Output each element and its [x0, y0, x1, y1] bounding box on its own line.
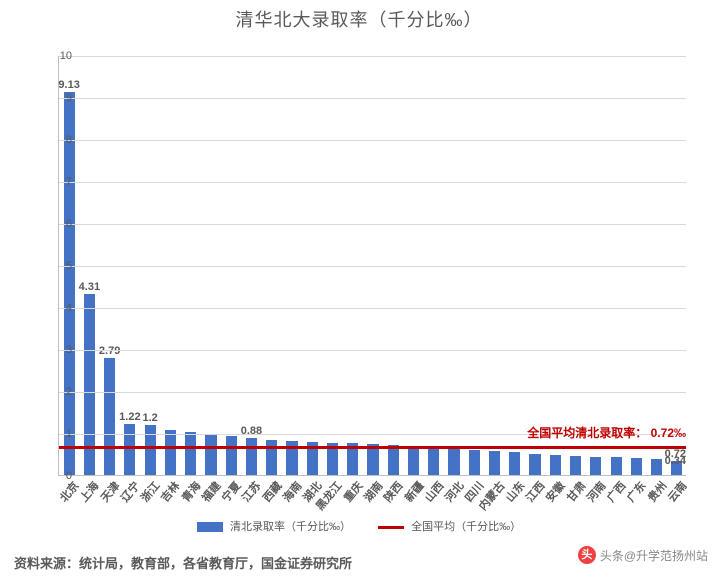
bar	[651, 459, 662, 475]
bar	[64, 92, 75, 475]
bar	[489, 451, 500, 475]
y-tick-label: 1	[66, 428, 72, 440]
bar-data-label: 9.13	[58, 79, 79, 91]
y-tick-label: 0	[66, 470, 72, 482]
bar	[205, 435, 216, 475]
toutiao-icon: 头	[578, 546, 596, 564]
watermark: 头 头条@升学范扬州站	[578, 546, 708, 564]
bar	[145, 425, 156, 475]
bar	[611, 457, 622, 475]
bar-data-label: 1.2	[143, 412, 158, 424]
avg-line	[59, 446, 686, 449]
bar	[104, 358, 115, 475]
gridline	[59, 308, 686, 309]
bar	[165, 430, 176, 475]
bar	[428, 447, 439, 475]
source-text: 资料来源：统计局，教育部，各省教育厅，国金证券研究所	[14, 553, 352, 572]
gridline	[59, 98, 686, 99]
watermark-text: 头条@升学范扬州站	[600, 547, 708, 564]
avg-note: 全国平均清北录取率： 0.72‰	[527, 424, 686, 441]
bar	[185, 432, 196, 475]
gridline	[59, 56, 686, 57]
y-tick-label: 5	[66, 260, 72, 272]
y-tick-label: 6	[66, 218, 72, 230]
bar	[570, 456, 581, 475]
gridline	[59, 392, 686, 393]
last-value-label: 0.34	[665, 455, 686, 467]
chart-container: 清华北大录取率（千分比‰） 9.134.312.791.221.20.88 全国…	[14, 6, 704, 546]
gridline	[59, 350, 686, 351]
bar	[246, 438, 257, 475]
y-tick-label: 2	[66, 386, 72, 398]
x-tick-label: 云南	[664, 478, 690, 505]
legend-series: 清北录取率（千分比‰）	[197, 518, 351, 534]
bar	[408, 446, 419, 475]
bar-data-label: 0.88	[241, 425, 262, 437]
bar	[590, 457, 601, 475]
y-tick-label: 3	[66, 344, 72, 356]
legend-avg: 全国平均（千分比‰）	[378, 518, 521, 534]
y-tick-label: 7	[66, 176, 72, 188]
y-tick-label: 8	[66, 134, 72, 146]
gridline	[59, 182, 686, 183]
bar-data-label: 1.22	[119, 411, 140, 423]
bar	[529, 454, 540, 475]
plot-area: 9.134.312.791.221.20.88 全国平均清北录取率： 0.72‰…	[58, 56, 686, 476]
bar	[509, 452, 520, 475]
gridline	[59, 224, 686, 225]
gridline	[59, 140, 686, 141]
bar	[469, 450, 480, 475]
bar	[448, 448, 459, 475]
chart-title: 清华北大录取率（千分比‰）	[14, 6, 704, 32]
legend-bar-swatch	[197, 522, 223, 532]
bar	[388, 445, 399, 475]
legend: 清北录取率（千分比‰） 全国平均（千分比‰）	[14, 518, 704, 534]
gridline	[59, 266, 686, 267]
bar	[631, 458, 642, 475]
legend-series-label: 清北录取率（千分比‰）	[230, 521, 351, 533]
bar-data-label: 4.31	[79, 281, 100, 293]
y-tick-label: 4	[66, 302, 72, 314]
legend-line-swatch	[378, 526, 404, 529]
bar	[226, 436, 237, 475]
y-tick-label: 10	[60, 50, 72, 62]
y-tick-label: 9	[66, 92, 72, 104]
bar	[124, 424, 135, 475]
bar	[550, 455, 561, 475]
legend-avg-label: 全国平均（千分比‰）	[411, 521, 521, 533]
